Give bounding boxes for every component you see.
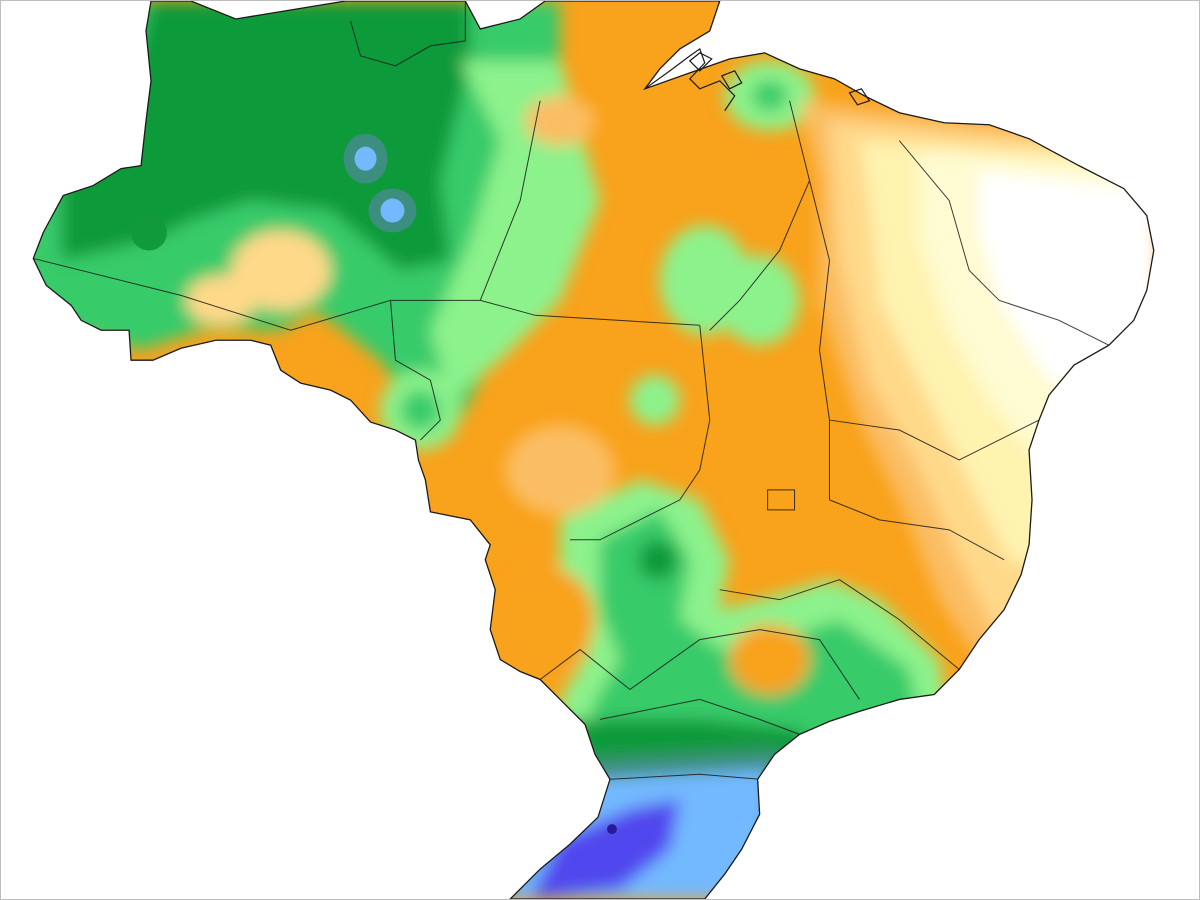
border-ba-north (829, 419, 1040, 461)
mt-green-blob (629, 375, 680, 426)
border-mg-north (829, 499, 1005, 561)
border-ro (389, 300, 441, 441)
border-sp (629, 629, 860, 700)
border-mg-south (719, 579, 960, 670)
border-pb-pe (998, 299, 1110, 346)
delta-island-2 (720, 70, 743, 90)
border-ma-pi (809, 180, 830, 500)
amazon-blue-spots (131, 133, 617, 835)
rondonia-green-core (400, 390, 441, 431)
border-ms-pr (539, 648, 631, 690)
border-pi-ce (898, 140, 1000, 301)
south-violet-zone (530, 799, 680, 899)
sp-orange-patch (729, 624, 810, 695)
para-dry-spot (525, 95, 596, 146)
goias-dark-green-core (637, 539, 678, 580)
north-light-green-zone (430, 60, 600, 401)
mt-dry-spot (505, 425, 615, 515)
ms-orange-patch (485, 564, 596, 675)
border-am-pa (479, 100, 541, 301)
maranhao-island (848, 88, 871, 106)
amazon-dark-green-zone (61, 1, 471, 271)
amapa-green-core (751, 80, 788, 111)
acre-dry-spot (230, 230, 331, 311)
south-violet-dot (606, 824, 617, 835)
border-sc (609, 773, 760, 780)
amazon-blue-spot-2 (380, 198, 405, 223)
border-mt-east (570, 325, 711, 541)
border-rr (350, 1, 466, 67)
amazon-delta-coastline (644, 47, 871, 112)
border-df (767, 489, 796, 511)
amazon-blue-spot-1 (354, 146, 377, 171)
tocantins-green-blob (719, 255, 800, 346)
state-boundaries (33, 1, 1110, 780)
west-dark-green-spot (131, 214, 167, 251)
border-pa-to (709, 100, 811, 331)
delta-island-1 (688, 52, 713, 72)
acre-dry-spot-2 (185, 275, 256, 326)
border-pr (599, 698, 800, 735)
marajo-coastline (644, 47, 736, 112)
